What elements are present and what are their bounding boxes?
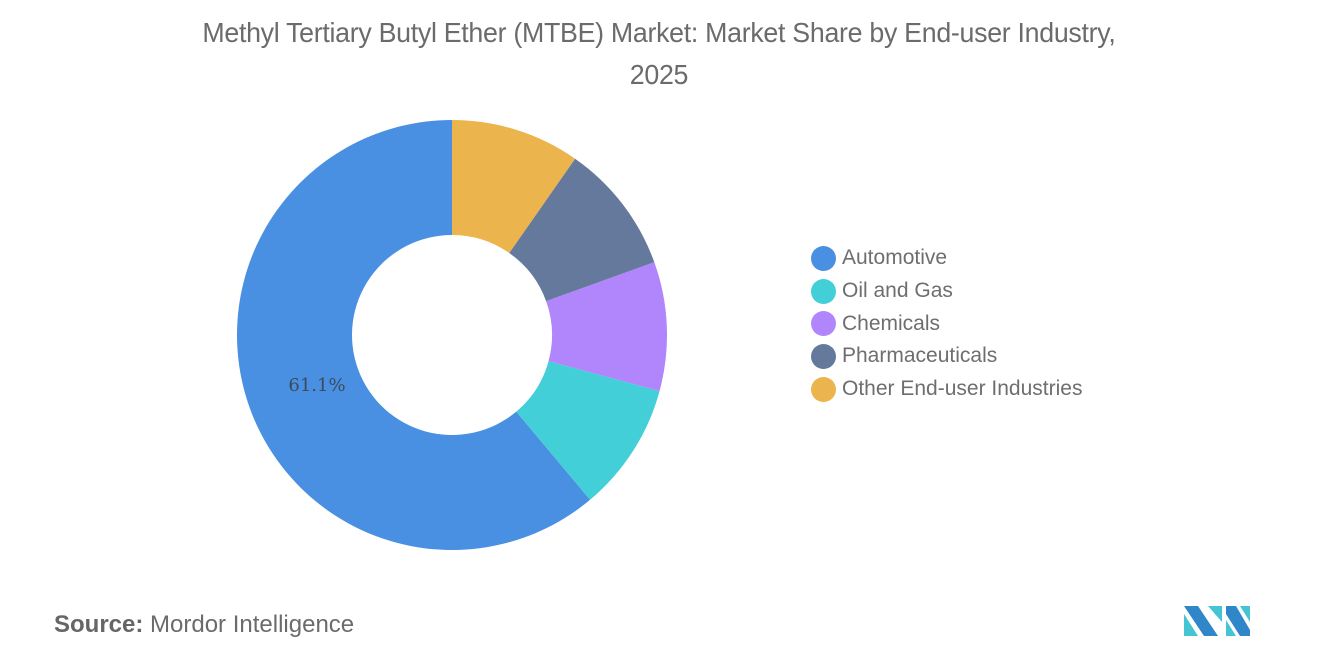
chart-title-line-2: 2025 (629, 59, 689, 90)
chart-title-line-1: Methyl Tertiary Butyl Ether (MTBE) Marke… (202, 17, 1116, 48)
chart-title: Methyl Tertiary Butyl Ether (MTBE) Marke… (0, 12, 1318, 96)
mordor-intelligence-logo-icon (1184, 606, 1250, 636)
legend-item-other-end-user-industries[interactable]: Other End-user Industries (811, 373, 1082, 406)
legend-label: Oil and Gas (842, 279, 953, 303)
legend-swatch-icon (811, 343, 836, 369)
donut-slice-other-end-user-industries[interactable] (452, 120, 576, 254)
legend-label: Chemicals (842, 311, 941, 335)
source-attribution: Source: Mordor Intelligence (54, 611, 354, 639)
legend-item-pharmaceuticals[interactable]: Pharmaceuticals (811, 340, 1082, 373)
legend-label: Automotive (842, 246, 948, 270)
donut-slice-pharmaceuticals[interactable] (509, 158, 655, 302)
chart-legend: Automotive Oil and Gas Chemicals Pharmac… (811, 242, 1082, 405)
source-key: Source: (54, 611, 144, 638)
legend-item-chemicals[interactable]: Chemicals (811, 307, 1082, 340)
source-value: Mordor Intelligence (150, 611, 355, 638)
donut-slice-chemicals[interactable] (546, 262, 667, 392)
legend-label: Pharmaceuticals (842, 344, 998, 368)
automotive-value-label: 61.1% (288, 375, 345, 396)
donut-slice-oil-and-gas[interactable] (516, 361, 660, 500)
legend-swatch-icon (811, 376, 836, 402)
legend-item-automotive[interactable]: Automotive (811, 242, 1082, 275)
legend-item-oil-and-gas[interactable]: Oil and Gas (811, 275, 1082, 308)
donut-slice-automotive[interactable] (236, 120, 591, 551)
donut-slices (236, 120, 667, 551)
legend-swatch-icon (811, 311, 836, 337)
legend-swatch-icon (811, 245, 836, 271)
legend-swatch-icon (811, 278, 836, 304)
legend-label: Other End-user Industries (842, 377, 1083, 401)
